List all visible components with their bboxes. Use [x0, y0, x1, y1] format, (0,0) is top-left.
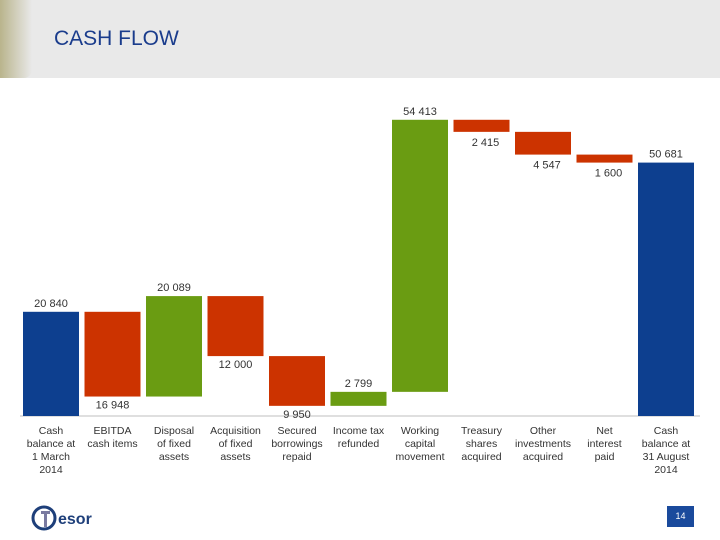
category-label: Cash balance at 31 August 2014 [642, 425, 691, 476]
data-label: 54 413 [403, 106, 437, 118]
data-label: 16 948 [96, 400, 130, 412]
data-label: 12 000 [219, 359, 253, 371]
header-accent [0, 0, 32, 78]
category-label: Working capital movement [395, 425, 444, 463]
data-label: 9 950 [283, 409, 311, 421]
waterfall-bar [269, 356, 325, 406]
waterfall-bar [84, 311, 141, 397]
category-label: EBITDA cash items [87, 425, 137, 450]
waterfall-bar [392, 119, 448, 392]
category-label: Disposal of fixed assets [154, 425, 194, 463]
category-label: Income tax refunded [333, 425, 385, 450]
page-title: CASH FLOW [54, 27, 179, 50]
header-bar: CASH FLOW [0, 0, 720, 78]
category-label: Cash balance at 1 March 2014 [27, 425, 76, 476]
tesor-logo-icon: esor [31, 505, 92, 531]
waterfall-bar [330, 391, 387, 406]
category-label: Acquisition of fixed assets [210, 425, 261, 463]
waterfall-bar [146, 296, 202, 397]
category-label: Net interest paid [587, 425, 622, 463]
category-label: Secured borrowings repaid [271, 425, 322, 463]
data-label: 1 600 [595, 168, 623, 180]
waterfall-bar [576, 154, 633, 163]
data-label: 2 799 [345, 378, 373, 390]
data-label: 4 547 [533, 160, 561, 172]
svg-text:esor: esor [58, 511, 92, 528]
data-label: 2 415 [472, 137, 500, 149]
data-label: 20 840 [34, 298, 68, 310]
waterfall-bar [23, 311, 79, 416]
data-label: 50 681 [649, 149, 683, 161]
waterfall-bar [638, 162, 694, 416]
category-label: Treasury shares acquired [461, 425, 503, 463]
waterfall-bar [207, 296, 264, 357]
category-label: Other investments acquired [515, 425, 571, 463]
waterfall-bar [515, 131, 571, 155]
page-number: 14 [667, 506, 694, 527]
data-label: 20 089 [157, 282, 191, 294]
waterfall-bar [453, 119, 510, 132]
